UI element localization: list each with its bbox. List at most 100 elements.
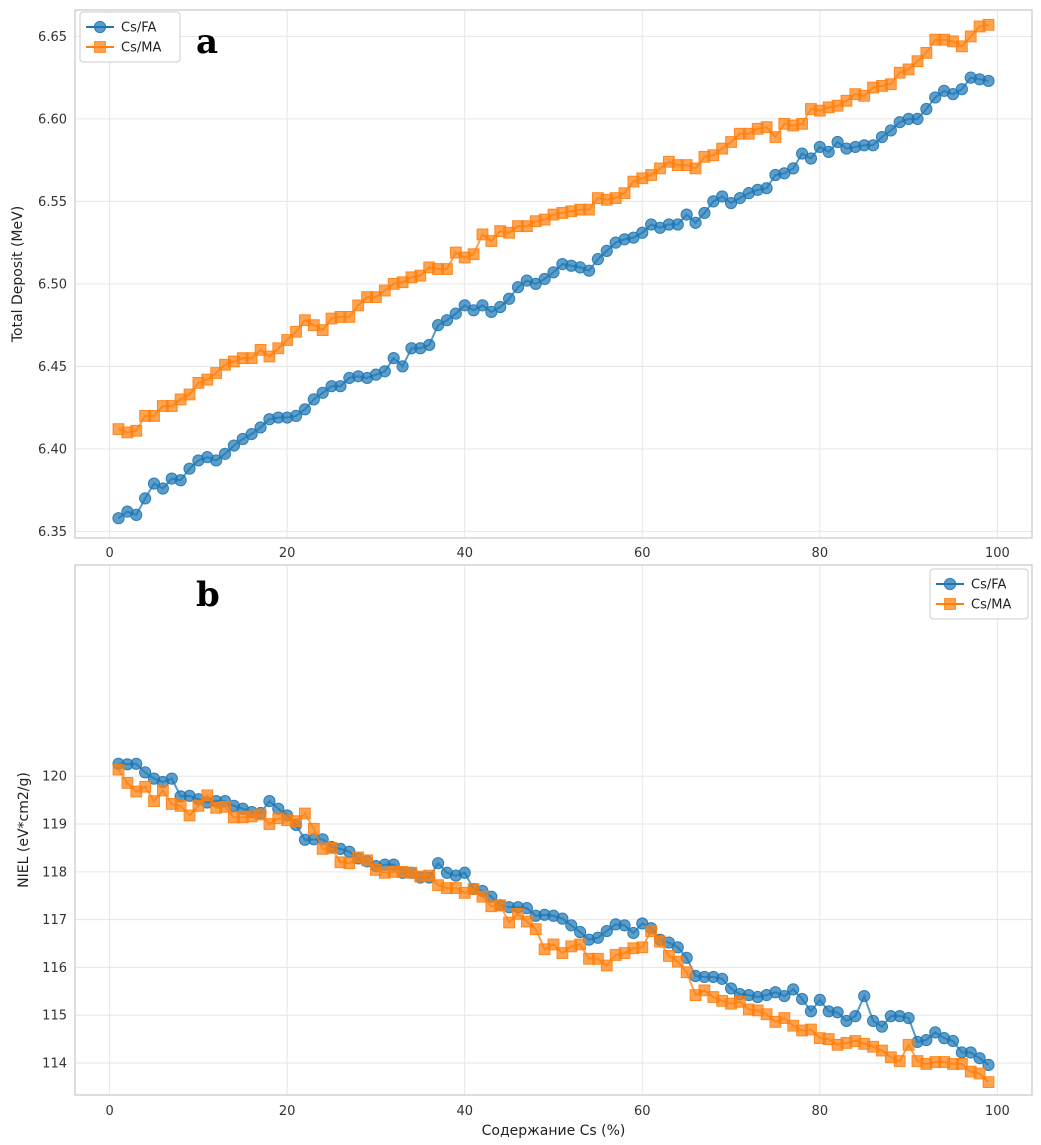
- data-point: [964, 30, 977, 43]
- x-tick-label: 100: [985, 1104, 1010, 1119]
- data-point: [538, 272, 551, 286]
- data-point: [955, 1058, 968, 1070]
- data-point: [130, 424, 143, 437]
- y-tick-label: 6.40: [38, 442, 67, 457]
- data-point: [219, 800, 231, 813]
- data-point: [449, 307, 462, 320]
- data-point: [671, 218, 684, 231]
- data-point: [352, 299, 365, 312]
- data-point: [263, 794, 276, 808]
- data-point: [263, 350, 276, 363]
- data-point: [689, 216, 702, 229]
- data-point: [831, 135, 844, 149]
- data-point: [547, 938, 560, 951]
- data-point: [174, 799, 187, 812]
- data-point: [343, 311, 356, 323]
- data-point: [858, 89, 871, 102]
- data-point: [290, 815, 302, 828]
- data-point: [485, 235, 498, 247]
- y-tick-label: 6.55: [38, 195, 67, 210]
- data-point: [547, 266, 560, 279]
- data-point: [210, 367, 223, 379]
- data-point: [254, 344, 267, 356]
- data-point: [494, 899, 507, 912]
- data-point: [529, 923, 542, 936]
- data-point: [982, 74, 995, 88]
- data-point: [849, 1010, 862, 1023]
- data-point: [174, 474, 187, 487]
- data-point: [831, 1006, 844, 1019]
- data-point: [370, 291, 382, 304]
- data-point: [272, 342, 285, 355]
- data-point: [760, 182, 773, 195]
- data-point: [431, 857, 445, 870]
- data-point: [281, 334, 294, 346]
- y-tick-label: 6.65: [38, 30, 67, 45]
- data-point: [795, 992, 809, 1006]
- data-point: [298, 403, 312, 416]
- data-point: [441, 263, 453, 275]
- data-point: [787, 983, 800, 996]
- data-point: [716, 972, 729, 985]
- data-point: [476, 299, 489, 312]
- x-tick-label: 0: [105, 546, 113, 561]
- data-point: [902, 1011, 915, 1025]
- data-point: [227, 439, 241, 452]
- data-point: [148, 410, 160, 422]
- data-point: [130, 757, 143, 770]
- data-point: [627, 926, 640, 940]
- data-point: [645, 169, 658, 181]
- data-point: [778, 989, 791, 1003]
- legend: Cs/FA Cs/MA: [929, 568, 1029, 620]
- y-tick-label: 116: [42, 961, 67, 976]
- series-cs-fa: [112, 71, 995, 525]
- data-point: [183, 388, 196, 401]
- legend: Cs/FA Cs/MA: [79, 11, 181, 63]
- data-point: [307, 822, 320, 835]
- data-point: [760, 121, 773, 134]
- series-cs-fa: [112, 757, 995, 1071]
- data-point: [183, 462, 196, 475]
- data-point: [503, 226, 516, 239]
- series-cs-ma: [112, 18, 995, 439]
- series-cs-ma: [112, 763, 995, 1088]
- data-point: [511, 281, 525, 294]
- data-point: [946, 1034, 960, 1048]
- data-point: [290, 325, 302, 338]
- chart-panel-a: 0 20 40 60 80 100 6.35 6.40 6.45 6.50 6.55 6.60 6.65…: [10, 9, 1033, 561]
- data-point: [955, 40, 968, 53]
- data-point: [654, 162, 666, 175]
- data-point: [822, 145, 835, 158]
- data-point: [884, 78, 897, 91]
- panel-label: a: [196, 22, 218, 62]
- data-point: [130, 508, 143, 522]
- data-point: [467, 883, 480, 895]
- data-point: [707, 149, 720, 162]
- data-point: [636, 941, 649, 954]
- data-point: [734, 995, 746, 1008]
- data-point: [139, 766, 152, 779]
- data-point: [334, 380, 347, 393]
- data-point: [955, 83, 968, 96]
- data-point: [503, 292, 516, 305]
- data-point: [565, 919, 578, 932]
- data-point: [476, 890, 489, 903]
- data-point: [165, 400, 178, 412]
- data-point: [982, 1058, 995, 1071]
- legend-entry: Cs/FA: [971, 578, 1007, 593]
- data-point: [645, 925, 658, 937]
- data-point: [618, 187, 631, 200]
- data-point: [875, 130, 889, 144]
- data-point: [494, 300, 507, 314]
- data-point: [671, 955, 684, 968]
- data-point: [458, 866, 471, 879]
- legend-marker: [94, 41, 106, 53]
- panel-label: b: [196, 575, 220, 615]
- data-point: [396, 360, 409, 373]
- data-point: [512, 907, 524, 920]
- legend-entry: Cs/FA: [121, 21, 157, 36]
- x-tick-label: 0: [105, 1104, 113, 1119]
- data-point: [600, 924, 613, 938]
- data-point: [503, 916, 516, 929]
- data-point: [192, 799, 205, 812]
